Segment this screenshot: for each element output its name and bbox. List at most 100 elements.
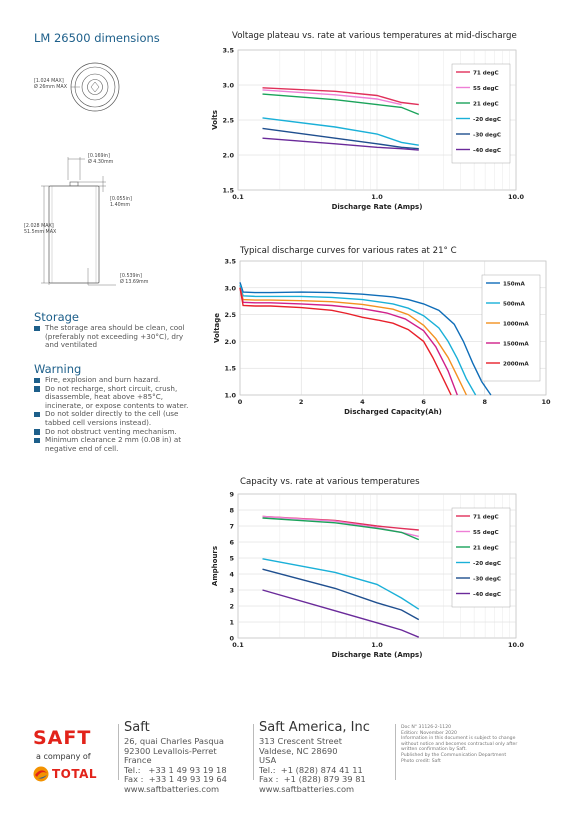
chart3-title: Capacity vs. rate at various temperature…	[240, 477, 420, 487]
warning-item: Do not solder directly to the cell (use …	[34, 410, 194, 427]
terminal-width-in: [0.169in]	[88, 154, 110, 159]
y-tick-label: 3.0	[222, 82, 234, 90]
legend-label: -20 degC	[473, 561, 501, 567]
series-line	[262, 87, 419, 106]
total-logo-icon	[33, 766, 49, 782]
saft-america-name: Saft America, Inc	[259, 720, 370, 735]
top-diameter-in: [1.024 MAX]	[34, 79, 64, 84]
warning-item: Minimum clearance 2 mm (0.08 in) at nega…	[34, 435, 194, 453]
x-tick-label: 0.1	[232, 641, 244, 649]
y-tick-label: 9	[229, 491, 234, 499]
y-tick-label: 3.0	[224, 284, 236, 292]
storage-item: The storage area should be clean, cool (…	[34, 323, 194, 350]
cell-side-view-drawing	[41, 157, 116, 286]
company-tagline: a company of	[36, 752, 91, 761]
x-tick-label: 1.0	[371, 193, 383, 201]
saft-logo-text: saFT	[33, 727, 92, 749]
series-line	[262, 568, 420, 621]
doc-info: Doc N° 31126-2-1120 Edition: November 20…	[401, 725, 518, 764]
y-tick-label: 1.5	[224, 365, 236, 373]
legend-label: 500mA	[503, 301, 526, 307]
footer-divider	[253, 724, 254, 780]
body-diameter-in: [0.539in]	[120, 274, 142, 279]
terminal-height-mm: 1.40mm	[110, 202, 131, 208]
warning-item: Fire, explosion and burn hazard.	[34, 375, 194, 385]
y-axis-label: Volts	[211, 110, 219, 130]
footer-divider	[395, 724, 396, 780]
saft-address: 26, quai Charles Pasqua 92300 Levallois-…	[124, 736, 227, 794]
body-height-mm: 51.5mm MAX	[24, 229, 57, 235]
y-tick-label: 2.0	[224, 338, 236, 346]
series-line	[262, 93, 420, 116]
total-logo-text: TOTAL	[52, 767, 98, 781]
warning-item: Do not obstruct venting mechanism.	[34, 427, 194, 437]
y-tick-label: 3	[229, 587, 234, 595]
terminal-width-label: [0.169in] Ø 4.30mm	[88, 154, 113, 165]
chart2-title: Typical discharge curves for various rat…	[240, 246, 457, 256]
series-line	[239, 287, 468, 396]
series-line	[262, 517, 420, 541]
legend-label: -40 degC	[473, 148, 501, 154]
legend	[451, 507, 511, 608]
legend-label: 150mA	[503, 281, 526, 287]
footer-divider	[118, 724, 119, 780]
top-diameter-label: [1.024 MAX] Ø 26mm MAX	[34, 79, 67, 90]
y-tick-label: 7	[229, 523, 234, 531]
top-diameter-mm: Ø 26mm MAX	[34, 84, 67, 90]
x-tick-label: 0	[238, 398, 243, 406]
warning-title: Warning	[34, 362, 82, 376]
series-line	[262, 558, 420, 610]
x-tick-label: 8	[483, 398, 488, 406]
legend-label: 21 degC	[473, 101, 499, 107]
y-axis-label: Voltage	[213, 313, 221, 343]
legend-label: -30 degC	[473, 132, 501, 138]
voltage-plateau-chart: 1.5 2.0 2.5 3.0 3.5 0.1 1.0 10.0 Discharge Rate …	[211, 47, 525, 212]
discharge-curves-chart: 1.0 1.5 2.0 2.5 3.0 3.5 0 2 4 6 8 10 Discharged Capa…	[213, 258, 551, 417]
y-tick-label: 2.5	[222, 117, 234, 125]
legend-label: -30 degC	[473, 576, 501, 582]
x-tick-label: 10	[541, 398, 551, 406]
terminal-height-label: [0.055in] 1.40mm	[110, 197, 132, 208]
legend-label: 71 degC	[473, 514, 499, 520]
dimensions-title: LM 26500 dimensions	[34, 31, 160, 45]
saft-america-address: 313 Crescent Street Valdese, NC 28690 US…	[259, 736, 366, 794]
body-height-in: [2.028 MAX]	[24, 224, 54, 229]
series-line	[262, 137, 419, 151]
y-axis-label: Amphours	[211, 546, 219, 586]
series-line	[239, 287, 458, 396]
body-height-label: [2.028 MAX] 51.5mm MAX	[24, 224, 56, 235]
x-axis-label: Discharge Rate (Amps)	[332, 203, 423, 211]
x-tick-label: 0.1	[232, 193, 244, 201]
legend-label: 55 degC	[473, 530, 499, 536]
y-tick-label: 0	[229, 635, 234, 643]
legend-label: 55 degC	[473, 86, 499, 92]
y-tick-label: 3.5	[224, 258, 236, 266]
body-diameter-label: [0.539in] Ø 13.69mm	[120, 274, 148, 285]
legend-label: -40 degC	[473, 592, 501, 598]
x-axis-label: Discharge Rate (Amps)	[332, 651, 423, 659]
body-diameter-mm: Ø 13.69mm	[120, 279, 149, 285]
capacity-vs-rate-chart: 0 1 2 3 4 5 6 7 8 9 0.1 1.0 10.0 Discharge Rate (Amps…	[211, 491, 524, 660]
legend-label: 21 degC	[473, 545, 499, 551]
x-tick-label: 2	[299, 398, 304, 406]
series-line	[262, 89, 402, 106]
x-tick-label: 6	[421, 398, 426, 406]
storage-list: The storage area should be clean, cool (…	[34, 323, 194, 350]
series-line	[239, 287, 452, 396]
y-tick-label: 4	[229, 571, 234, 579]
x-tick-label: 4	[360, 398, 365, 406]
saft-name: Saft	[124, 720, 150, 735]
y-tick-label: 8	[229, 507, 234, 515]
x-tick-label: 10.0	[508, 193, 525, 201]
chart1-title: Voltage plateau vs. rate at various temp…	[232, 31, 517, 41]
warning-list: Fire, explosion and burn hazard. Do not …	[34, 375, 194, 453]
series-line	[262, 589, 420, 638]
y-tick-label: 1.5	[222, 187, 234, 195]
y-tick-label: 2	[229, 603, 234, 611]
terminal-width-mm: Ø 4.30mm	[88, 159, 114, 165]
series-line	[262, 515, 419, 538]
legend-label: 1500mA	[503, 341, 529, 347]
cell-top-view-drawing	[70, 62, 120, 112]
legend-label: 2000mA	[503, 361, 529, 367]
y-tick-label: 6	[229, 539, 234, 547]
